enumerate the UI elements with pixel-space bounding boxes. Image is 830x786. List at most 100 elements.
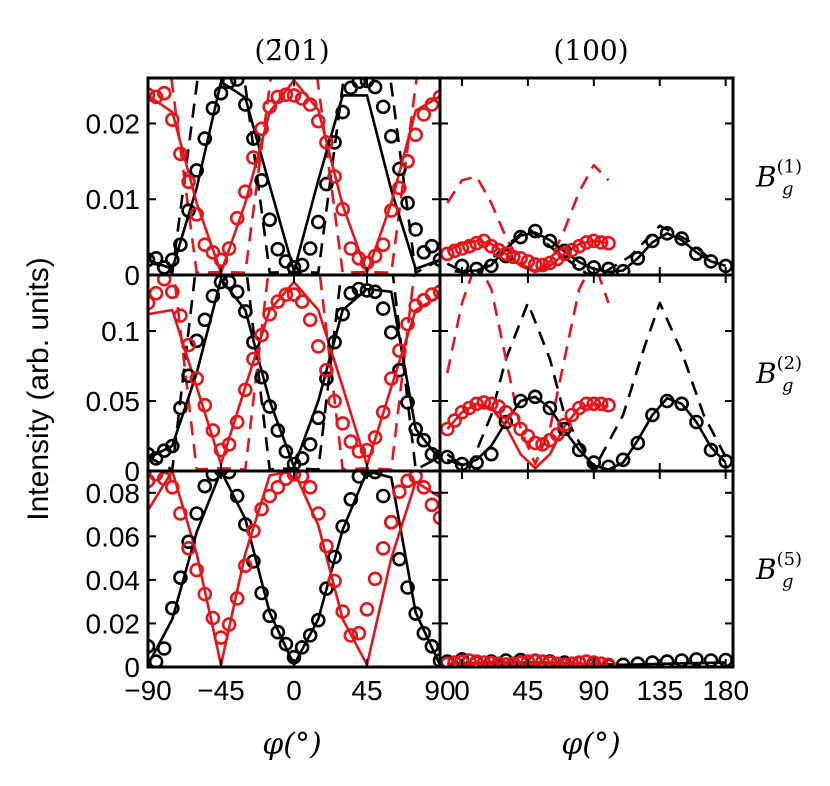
data-point (506, 656, 521, 667)
data-point (221, 241, 237, 256)
data-point (601, 459, 616, 471)
data-point (424, 638, 440, 654)
data-point (375, 540, 391, 556)
data-point (375, 301, 391, 316)
data-point (400, 154, 415, 169)
data-point (229, 284, 245, 300)
data-point (327, 169, 342, 184)
data-point (630, 656, 646, 667)
data-point (447, 413, 462, 428)
data-point (367, 430, 383, 445)
data-point (327, 334, 342, 350)
data-point (593, 656, 609, 667)
data-point (447, 655, 462, 667)
data-point (156, 275, 172, 287)
data-point (392, 343, 407, 358)
data-point (205, 245, 221, 260)
data-point (262, 99, 278, 115)
data-point (221, 617, 237, 632)
data-point (579, 235, 594, 250)
panel-frame (438, 469, 735, 669)
data-point (294, 451, 310, 466)
data-point (213, 85, 229, 101)
data-point (432, 252, 440, 268)
data-point (483, 258, 499, 274)
x-tick-label: −45 (197, 675, 245, 706)
data-point (197, 478, 213, 494)
data-point (520, 428, 536, 444)
data-point (416, 625, 432, 641)
data-point (469, 455, 484, 470)
data-point (294, 471, 310, 484)
data-point (469, 396, 484, 412)
data-point (335, 306, 351, 322)
data-point (238, 184, 253, 199)
y-tick-label: 0.08 (86, 478, 141, 509)
y-tick-label: 0.1 (101, 316, 140, 347)
data-point (527, 389, 543, 405)
data-point (392, 362, 407, 378)
data-point (278, 287, 294, 302)
data-point (319, 581, 334, 596)
data-point (351, 281, 367, 297)
data-point (571, 442, 587, 458)
x-tick-label: 135 (636, 675, 683, 706)
data-point (424, 287, 440, 302)
data-point (469, 654, 484, 667)
data-point (484, 655, 499, 667)
data-point (659, 226, 675, 241)
data-point (375, 237, 391, 252)
data-point (148, 654, 164, 667)
data-point (246, 150, 261, 165)
row-label-base: B (755, 357, 777, 390)
data-point (593, 396, 609, 412)
data-point (424, 97, 440, 112)
fit-solid-line (148, 471, 440, 667)
data-point (335, 104, 351, 120)
fit-solid-line (446, 395, 727, 471)
data-point (189, 371, 204, 386)
data-point (246, 351, 261, 367)
data-point (148, 252, 156, 268)
data-point (432, 510, 440, 526)
data-point (601, 397, 616, 413)
data-point (367, 284, 383, 300)
data-point (213, 252, 229, 268)
data-point (615, 657, 631, 667)
data-point (483, 446, 499, 462)
data-point (310, 506, 326, 521)
row-label-sub: g (782, 179, 794, 200)
data-point (645, 655, 660, 667)
data-point (469, 235, 484, 251)
data-point (432, 449, 440, 465)
calc-dashed-line (170, 78, 418, 275)
data-point (392, 180, 407, 196)
data-point (148, 87, 156, 102)
data-point (571, 238, 587, 254)
data-point (335, 604, 351, 619)
data-point (173, 400, 188, 416)
data-point (278, 636, 294, 652)
row-label: B(5) (755, 549, 802, 586)
row-label-sub: g (782, 571, 794, 592)
data-point (335, 201, 351, 217)
panels (148, 78, 733, 667)
data-point (181, 534, 196, 550)
data-point (549, 427, 565, 442)
x-tick-label: 0 (454, 675, 470, 706)
data-point (229, 414, 245, 430)
data-point (513, 655, 528, 667)
data-point (571, 400, 587, 416)
data-point (424, 446, 440, 462)
data-point (254, 501, 269, 517)
data-point (491, 242, 506, 258)
data-point (579, 654, 594, 667)
data-point (254, 585, 269, 601)
y-tick-label: 0.04 (86, 565, 141, 596)
data-point (262, 399, 278, 414)
data-point (165, 284, 180, 300)
data-point (703, 442, 719, 458)
axes: 0 0.01 0.02 0 0.05 0.1 0 0.02 0.04 0.06 0.08 −90 −45… (86, 76, 749, 706)
data-point (630, 435, 646, 451)
data-point (454, 241, 470, 256)
